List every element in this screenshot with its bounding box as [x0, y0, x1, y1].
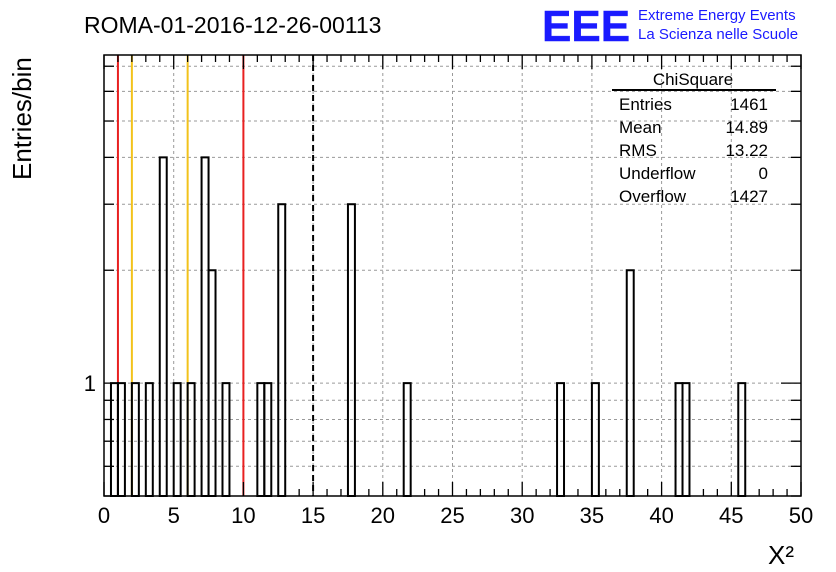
stats-entries-label: Entries — [619, 95, 672, 114]
stats-underflow-label: Underflow — [619, 164, 696, 183]
stats-rms-label: RMS — [619, 141, 657, 160]
stats-box: ChiSquare Entries 1461 Mean 14.89 RMS 13… — [612, 70, 776, 206]
x-tick-label: 10 — [231, 503, 255, 528]
x-tick-label: 20 — [371, 503, 395, 528]
stats-mean-label: Mean — [619, 118, 662, 137]
stats-entries-value: 1461 — [730, 95, 768, 114]
y-tick-label: 1 — [84, 371, 96, 396]
histogram-bin — [277, 203, 287, 498]
stats-underflow-value: 0 — [759, 164, 768, 183]
histogram-bin — [158, 156, 168, 498]
run-title: ROMA-01-2016-12-26-00113 — [84, 12, 381, 38]
x-tick-label: 5 — [168, 503, 180, 528]
x-tick-label: 50 — [789, 503, 813, 528]
histogram-bins — [109, 156, 747, 498]
stats-overflow-value: 1427 — [730, 187, 768, 206]
y-axis-title: Entries/bin — [7, 57, 37, 180]
x-tick-label: 0 — [98, 503, 110, 528]
stats-overflow-label: Overflow — [619, 187, 687, 206]
histogram-bin — [200, 156, 210, 498]
x-tick-label: 25 — [440, 503, 464, 528]
logo-line-1: Extreme Energy Events — [638, 7, 796, 24]
x-tick-label: 15 — [301, 503, 325, 528]
axes: 0 5 10 15 20 25 30 35 40 45 50 1 — [84, 54, 813, 528]
stats-title: ChiSquare — [653, 70, 733, 89]
eee-logo: EEE — [542, 2, 630, 51]
x-tick-label: 45 — [719, 503, 743, 528]
logo-line-2: La Scienza nelle Scuole — [638, 26, 798, 43]
x-axis-title: X² — [768, 540, 794, 570]
x-tick-label: 40 — [649, 503, 673, 528]
x-tick-label: 35 — [580, 503, 604, 528]
stats-rms-value: 13.22 — [725, 141, 768, 160]
stats-mean-value: 14.89 — [725, 118, 768, 137]
histogram-bin — [346, 203, 356, 498]
x-tick-label: 30 — [510, 503, 534, 528]
